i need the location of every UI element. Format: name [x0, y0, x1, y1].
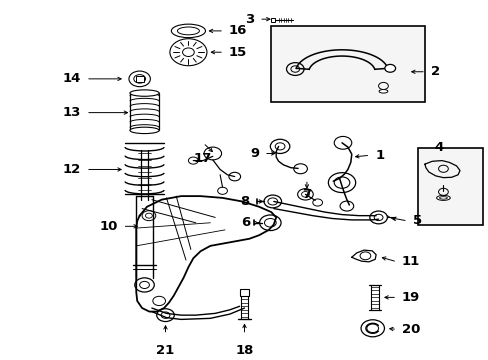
Bar	[239, 289, 249, 296]
Text: 17: 17	[194, 152, 212, 165]
Text: 13: 13	[62, 106, 81, 119]
Bar	[136, 76, 143, 82]
Text: 21: 21	[156, 343, 174, 356]
Ellipse shape	[436, 195, 449, 201]
Text: 12: 12	[63, 163, 81, 176]
Text: 19: 19	[401, 291, 419, 304]
Text: 14: 14	[62, 72, 81, 85]
Text: 4: 4	[434, 141, 443, 154]
Text: 20: 20	[401, 323, 420, 336]
Ellipse shape	[130, 90, 159, 96]
Text: 6: 6	[241, 216, 250, 229]
Ellipse shape	[171, 24, 205, 38]
Text: 3: 3	[244, 13, 254, 26]
Ellipse shape	[384, 64, 395, 72]
Text: 10: 10	[99, 220, 118, 233]
Text: 11: 11	[401, 255, 419, 268]
Text: 18: 18	[235, 343, 253, 356]
Text: 5: 5	[412, 215, 421, 228]
Text: 2: 2	[430, 65, 439, 78]
Bar	[417, 148, 483, 225]
Bar	[271, 26, 424, 102]
Ellipse shape	[130, 127, 159, 134]
Text: 9: 9	[249, 147, 259, 160]
Ellipse shape	[378, 90, 387, 93]
Text: 1: 1	[374, 149, 384, 162]
Text: 15: 15	[228, 46, 246, 59]
Text: 8: 8	[240, 195, 249, 208]
Text: 16: 16	[228, 24, 247, 37]
Ellipse shape	[177, 27, 199, 35]
Ellipse shape	[439, 197, 447, 199]
Text: 7: 7	[302, 188, 311, 201]
Bar	[271, 18, 275, 22]
